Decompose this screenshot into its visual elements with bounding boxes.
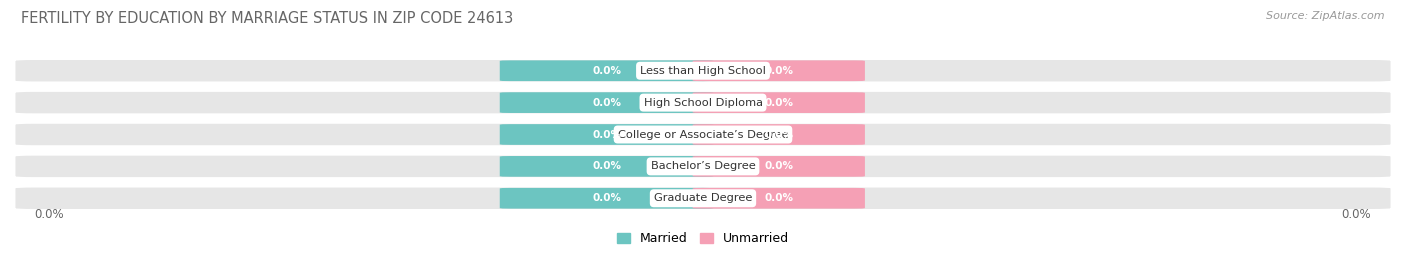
Text: Less than High School: Less than High School: [640, 66, 766, 76]
FancyBboxPatch shape: [14, 59, 1392, 83]
Text: 0.0%: 0.0%: [765, 193, 793, 203]
FancyBboxPatch shape: [499, 124, 713, 145]
Text: Source: ZipAtlas.com: Source: ZipAtlas.com: [1267, 11, 1385, 21]
Text: Graduate Degree: Graduate Degree: [654, 193, 752, 203]
Text: 0.0%: 0.0%: [35, 208, 65, 221]
Text: Bachelor’s Degree: Bachelor’s Degree: [651, 161, 755, 171]
Text: College or Associate’s Degree: College or Associate’s Degree: [617, 129, 789, 140]
Text: 0.0%: 0.0%: [765, 129, 793, 140]
Text: 0.0%: 0.0%: [1341, 208, 1371, 221]
Text: 0.0%: 0.0%: [765, 161, 793, 171]
FancyBboxPatch shape: [499, 188, 713, 209]
FancyBboxPatch shape: [14, 154, 1392, 179]
FancyBboxPatch shape: [499, 60, 713, 81]
FancyBboxPatch shape: [14, 90, 1392, 115]
FancyBboxPatch shape: [14, 122, 1392, 147]
Text: FERTILITY BY EDUCATION BY MARRIAGE STATUS IN ZIP CODE 24613: FERTILITY BY EDUCATION BY MARRIAGE STATU…: [21, 11, 513, 26]
FancyBboxPatch shape: [693, 92, 865, 113]
Text: 0.0%: 0.0%: [592, 161, 621, 171]
Text: 0.0%: 0.0%: [592, 129, 621, 140]
Text: 0.0%: 0.0%: [592, 66, 621, 76]
FancyBboxPatch shape: [499, 156, 713, 177]
Legend: Married, Unmarried: Married, Unmarried: [617, 232, 789, 245]
Text: High School Diploma: High School Diploma: [644, 98, 762, 108]
Text: 0.0%: 0.0%: [592, 98, 621, 108]
FancyBboxPatch shape: [499, 92, 713, 113]
FancyBboxPatch shape: [14, 186, 1392, 210]
Text: 0.0%: 0.0%: [592, 193, 621, 203]
FancyBboxPatch shape: [693, 188, 865, 209]
Text: 0.0%: 0.0%: [765, 98, 793, 108]
Text: 0.0%: 0.0%: [765, 66, 793, 76]
FancyBboxPatch shape: [693, 60, 865, 81]
FancyBboxPatch shape: [693, 124, 865, 145]
FancyBboxPatch shape: [693, 156, 865, 177]
